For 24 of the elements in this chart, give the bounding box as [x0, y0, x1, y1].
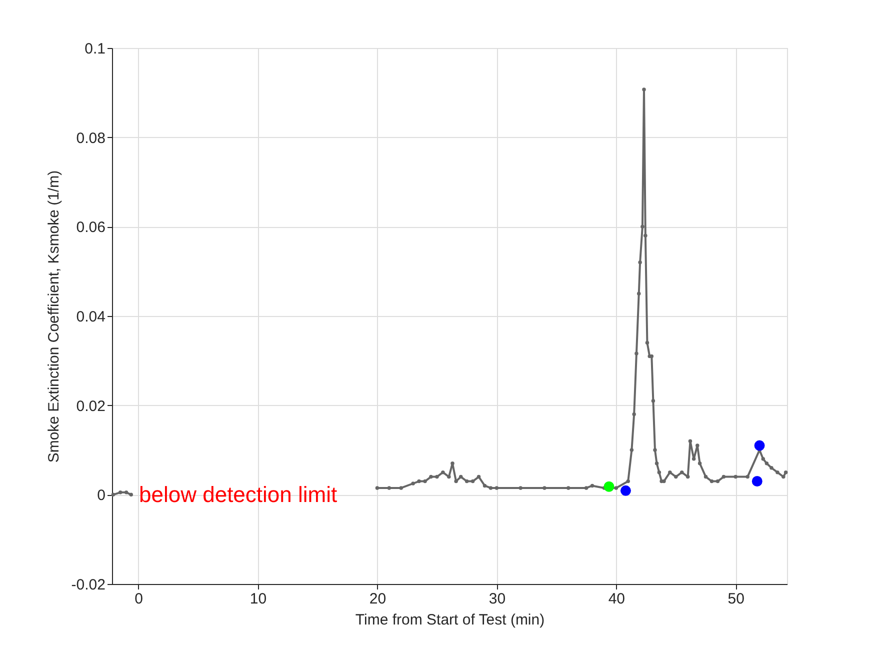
- point: [754, 440, 765, 451]
- x-tick-label: 10: [250, 590, 267, 608]
- point: [620, 485, 631, 496]
- x-tick-label: 0: [134, 590, 143, 608]
- point: [118, 490, 122, 494]
- y-tick-label: -0.02: [71, 576, 106, 594]
- point: [752, 476, 762, 486]
- x-tick-label: 50: [728, 590, 744, 608]
- y-tick-label: 0.1: [84, 40, 106, 58]
- x-tick-label: 30: [488, 590, 506, 608]
- point: [129, 492, 133, 497]
- x-axis-title: Time from Start of Test (min): [355, 612, 545, 628]
- x-tick-label: 20: [369, 590, 386, 608]
- y-tick-label: 0.08: [76, 130, 106, 147]
- x-tick-label: 40: [608, 590, 626, 608]
- y-tick-label: 0.06: [76, 219, 106, 236]
- annotation: below detection limit: [139, 482, 338, 507]
- point: [111, 492, 116, 497]
- y-tick-label: 0: [97, 487, 106, 504]
- point: [604, 481, 614, 492]
- point: [124, 490, 128, 494]
- y-tick-label: 0.04: [76, 308, 106, 326]
- y-tick-label: 0.02: [76, 398, 106, 415]
- y-axis-title: Smoke Extinction Coefficient, Ksmoke (1/m): [45, 170, 62, 463]
